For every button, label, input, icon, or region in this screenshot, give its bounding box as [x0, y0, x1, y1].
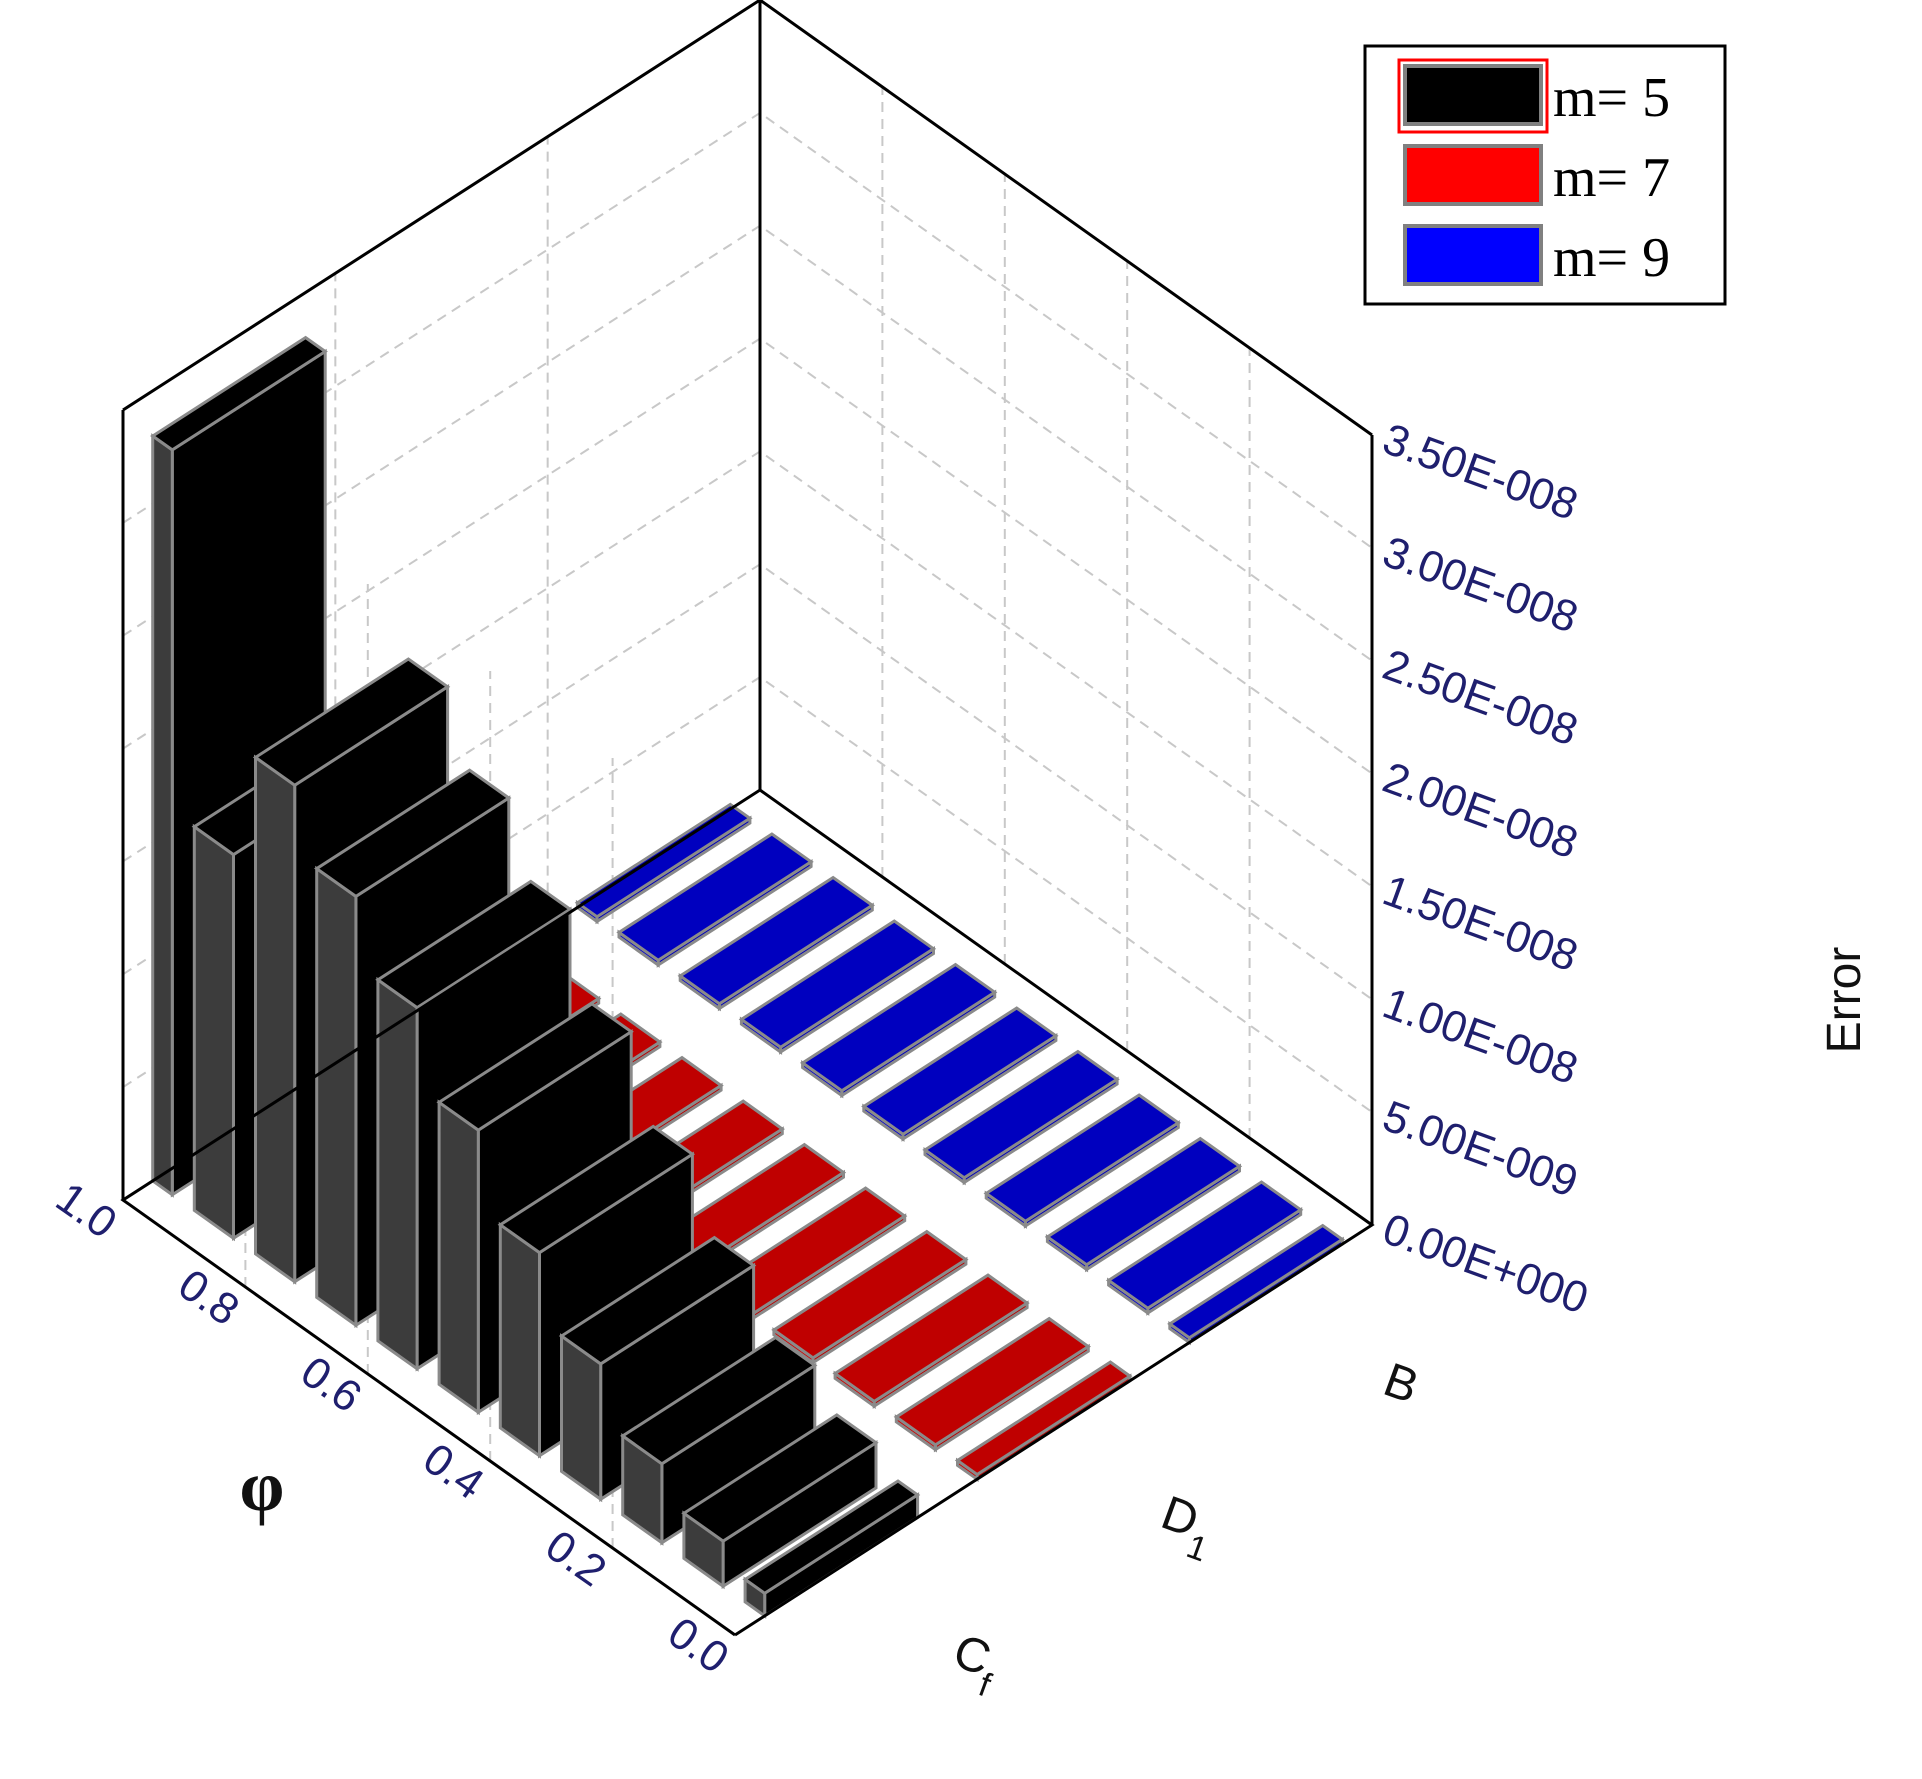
- bar-top-face: [616, 832, 814, 963]
- bar-side-face: [315, 865, 358, 1329]
- legend-swatch: [1403, 64, 1543, 126]
- legend-item: m= 7: [1403, 144, 1670, 209]
- bar-side-face: [151, 433, 174, 1198]
- bar: [616, 832, 814, 968]
- z-axis-label: Error: [1818, 947, 1871, 1054]
- bar-top-face: [574, 802, 753, 919]
- bar-top-face: [1105, 1180, 1304, 1311]
- bar-top-face: [983, 1093, 1181, 1224]
- legend-swatch: [1403, 224, 1543, 286]
- bar-top-face: [799, 962, 998, 1093]
- legend-label: m= 7: [1553, 147, 1670, 209]
- z-axis-label-text: Error: [1818, 947, 1871, 1054]
- bar-side-face: [437, 1099, 480, 1416]
- bar-top-face: [832, 1273, 1030, 1404]
- bar: [574, 802, 753, 925]
- bar-top-face: [677, 875, 875, 1006]
- z-tick-label: 1.50E-008: [1377, 866, 1585, 981]
- bar: [832, 1273, 1030, 1410]
- bar-side-face: [254, 754, 297, 1285]
- bar: [922, 1049, 1120, 1186]
- legend-label: m= 5: [1553, 67, 1670, 129]
- bar: [893, 1316, 1091, 1453]
- bar-top-face: [771, 1229, 969, 1360]
- bars: [150, 335, 1345, 1619]
- phi-tick-label: 0.0: [659, 1608, 737, 1683]
- x-tick-label: D1: [1149, 1486, 1223, 1569]
- bar-top-face: [1044, 1136, 1243, 1267]
- bar-top-face: [375, 879, 573, 1010]
- z-tick-label: 3.00E-008: [1377, 527, 1585, 642]
- bar-top-face: [738, 919, 937, 1050]
- legend-label: m= 9: [1553, 227, 1670, 289]
- phi-tick-label: 0.6: [292, 1347, 370, 1422]
- side-wall: [760, 0, 1372, 1225]
- bar: [861, 1006, 1059, 1142]
- bar-top-face: [681, 1413, 879, 1543]
- phi-tick-label: 0.2: [537, 1521, 615, 1596]
- z-tick-label: 1.00E-008: [1377, 979, 1585, 1094]
- bar-top-face: [150, 335, 328, 452]
- bar-top-face: [620, 1335, 818, 1466]
- bar-side-face: [376, 976, 419, 1372]
- x-tick-label: B: [1377, 1353, 1425, 1414]
- x-tick-subscript: f: [974, 1666, 996, 1705]
- x-tick-subscript: 1: [1182, 1527, 1213, 1569]
- bar-top-face: [922, 1049, 1120, 1180]
- top-frame: [122, 0, 1373, 437]
- legend-swatch: [1403, 144, 1543, 206]
- bar: [677, 875, 875, 1012]
- phi-tick-label: 0.4: [414, 1434, 492, 1509]
- x-tick-label: Cf: [941, 1625, 1007, 1705]
- bar-top-face: [436, 1002, 634, 1132]
- bar-top-face: [314, 768, 512, 899]
- bar: [681, 1413, 879, 1590]
- bar: [738, 919, 937, 1055]
- legend-selection-box: [1397, 58, 1549, 134]
- bar-top-face: [954, 1360, 1133, 1477]
- bar: [1044, 1136, 1243, 1273]
- bar-top-face: [742, 1479, 921, 1596]
- z-tick-label: 3.50E-008: [1377, 414, 1585, 529]
- phi-tick-label: 1.0: [47, 1173, 125, 1248]
- legend-item: m= 5: [1397, 58, 1670, 134]
- bar: [771, 1229, 969, 1366]
- phi-tick-label: 0.8: [170, 1260, 248, 1335]
- bar-top-face: [1167, 1223, 1345, 1340]
- z-tick-label: 2.00E-008: [1377, 753, 1585, 868]
- z-tick-label: 0.00E+000: [1377, 1204, 1595, 1323]
- bar-top-face: [252, 657, 451, 788]
- z-tick-label: 5.00E-009: [1377, 1091, 1585, 1206]
- z-tick-label: 2.50E-008: [1377, 640, 1585, 755]
- bar-top-face: [861, 1006, 1059, 1137]
- bar-side-face: [192, 823, 235, 1242]
- bar-top-face: [893, 1316, 1091, 1447]
- bar-top-face: [558, 1235, 757, 1366]
- bar: [620, 1335, 818, 1546]
- bar-side-face: [498, 1221, 541, 1459]
- bar: [799, 962, 998, 1099]
- phi-axis-label: φ: [240, 1446, 285, 1526]
- bar: [983, 1093, 1181, 1229]
- axis-frame: [120, 0, 1375, 1637]
- bar: [1105, 1180, 1304, 1316]
- bar-top-face: [497, 1124, 696, 1255]
- legend: m= 5 m= 7 m= 9: [1363, 44, 1727, 306]
- legend-item: m= 9: [1403, 224, 1670, 289]
